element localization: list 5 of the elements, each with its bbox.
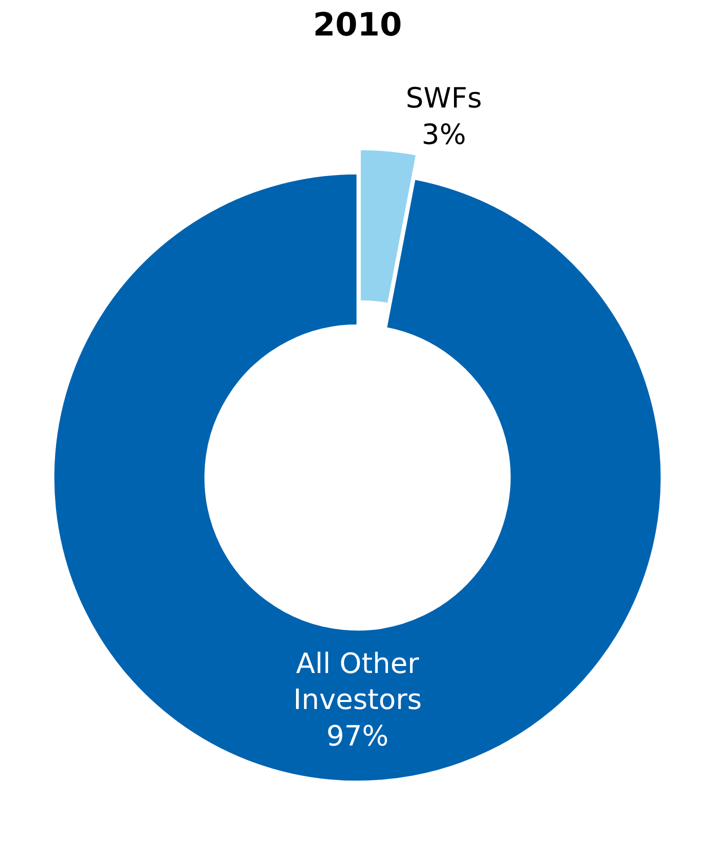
data-label: 3% xyxy=(422,118,466,151)
data-label: 97% xyxy=(326,720,389,753)
slice-label: All Other Investors xyxy=(293,646,422,716)
slice-label: SWFs xyxy=(406,81,482,114)
chart-title: 2010 xyxy=(312,5,402,44)
